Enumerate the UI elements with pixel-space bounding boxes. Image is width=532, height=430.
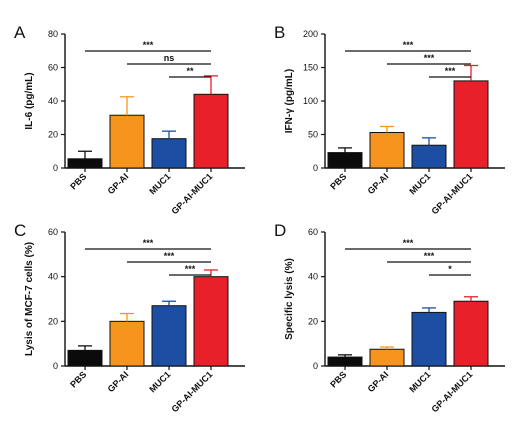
significance-label: ***	[424, 53, 435, 63]
y-tick-label: 40	[48, 96, 58, 106]
significance-label: ns	[164, 53, 175, 63]
y-tick-label: 80	[48, 29, 58, 39]
bar-pbs	[327, 356, 363, 367]
category-label: GP-AI-MUC1	[430, 369, 475, 414]
category-label: GP-AI-MUC1	[170, 369, 215, 414]
bar-gp-ai-muc1	[193, 93, 229, 169]
category-label: MUC1	[147, 171, 172, 196]
y-tick-label: 50	[308, 130, 318, 140]
panel-letter: A	[14, 23, 26, 42]
y-tick-label: 60	[308, 227, 318, 237]
y-tick-label: 60	[48, 227, 58, 237]
y-tick-label: 200	[303, 29, 318, 39]
bar-pbs	[67, 158, 103, 169]
y-tick-label: 0	[313, 361, 318, 371]
significance-label: **	[186, 66, 194, 76]
chart-panel-b: B 0 50 100 150 200 IFN-γ (pg/mL) PBS GP-AI MUC1GP…	[274, 23, 505, 216]
y-axis-title: Specific lysis (%)	[284, 258, 295, 340]
chart-panel-a: A 0 20 40 60 80 IL-6 (pg/mL) PBS GP-AI MUC1GP-AI-…	[14, 23, 245, 216]
y-tick-label: 20	[308, 316, 318, 326]
y-tick-label: 20	[48, 130, 58, 140]
y-tick-label: 0	[53, 361, 58, 371]
category-label: PBS	[328, 171, 348, 191]
significance-label: ***	[403, 238, 414, 248]
bar-gp-ai	[369, 131, 405, 169]
category-label: GP-AI	[366, 369, 391, 394]
significance-label: ***	[185, 264, 196, 274]
category-label: MUC1	[407, 369, 432, 394]
bar-muc1	[151, 138, 187, 169]
significance-label: ***	[143, 40, 154, 50]
bar-gp-ai	[369, 348, 405, 367]
y-tick-label: 40	[48, 272, 58, 282]
category-label: GP-AI	[106, 171, 131, 196]
category-label: MUC1	[407, 171, 432, 196]
category-label: MUC1	[147, 369, 172, 394]
significance-label: ***	[445, 66, 456, 76]
category-label: GP-AI-MUC1	[170, 171, 215, 216]
category-label: PBS	[68, 171, 88, 191]
significance-label: ***	[143, 238, 154, 248]
significance-label: *	[448, 264, 452, 274]
category-label: PBS	[68, 369, 88, 389]
significance-label: ***	[164, 251, 175, 261]
y-axis-title: IL-6 (pg/mL)	[24, 72, 35, 129]
category-label: GP-AI	[366, 171, 391, 196]
bar-pbs	[327, 152, 363, 169]
bar-muc1	[411, 311, 447, 367]
panel-letter: D	[274, 221, 286, 240]
bar-muc1	[151, 305, 187, 367]
y-tick-label: 150	[303, 63, 318, 73]
panel-letter: B	[274, 23, 285, 42]
bar-gp-ai-muc1	[193, 276, 229, 367]
bar-pbs	[67, 349, 103, 367]
y-tick-label: 0	[313, 163, 318, 173]
bar-gp-ai-muc1	[453, 300, 489, 367]
category-label: GP-AI	[106, 369, 131, 394]
y-tick-label: 40	[308, 272, 318, 282]
bar-muc1	[411, 144, 447, 169]
significance-label: ***	[403, 40, 414, 50]
y-tick-label: 0	[53, 163, 58, 173]
y-axis-title: IFN-γ (pg/mL)	[284, 69, 295, 133]
chart-panel-d: D 0 20 40 60 Specific lysis (%) PBS GP-AI MUC1GP…	[274, 221, 505, 414]
y-tick-label: 100	[303, 96, 318, 106]
bar-gp-ai-muc1	[453, 80, 489, 169]
significance-label: ***	[424, 251, 435, 261]
bar-gp-ai	[109, 320, 145, 367]
bar-gp-ai	[109, 114, 145, 169]
category-label: GP-AI-MUC1	[430, 171, 475, 216]
chart-panel-c: C 0 20 40 60 Lysis of MCF-7 cells (%) PBS GP-AI…	[14, 221, 245, 414]
y-tick-label: 20	[48, 316, 58, 326]
y-tick-label: 60	[48, 63, 58, 73]
y-axis-title: Lysis of MCF-7 cells (%)	[24, 242, 35, 356]
category-label: PBS	[328, 369, 348, 389]
panel-letter: C	[14, 221, 26, 240]
